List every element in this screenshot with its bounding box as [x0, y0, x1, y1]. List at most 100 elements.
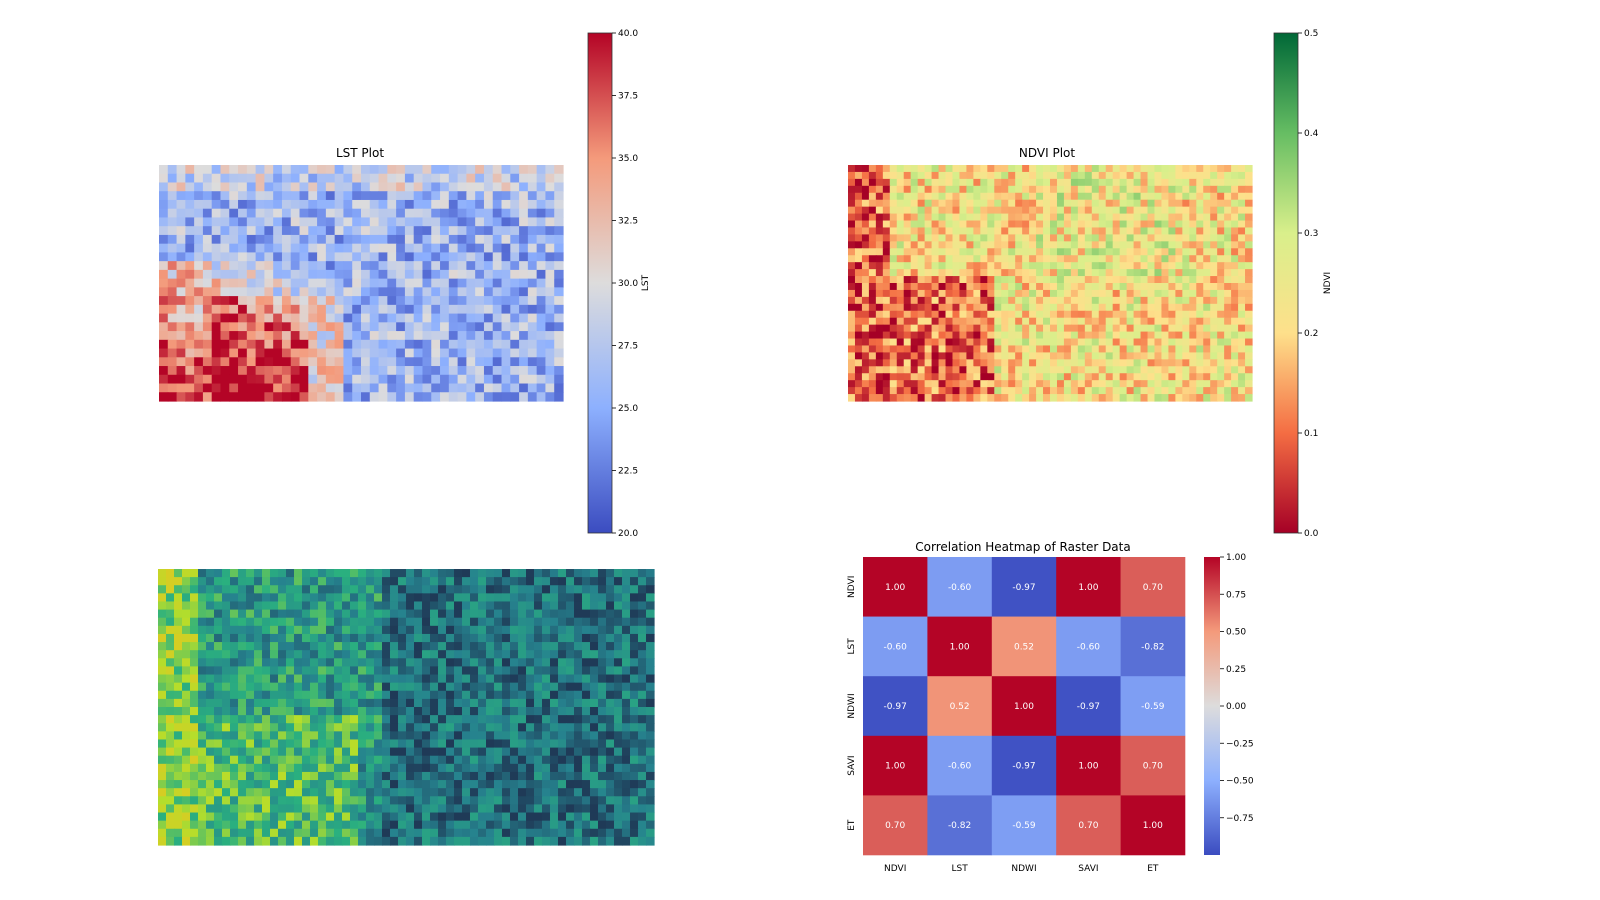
- colorbar-tick-label: 0.25: [1226, 665, 1246, 675]
- colorbar-tick-label: 0.75: [1226, 590, 1246, 600]
- heatmap-cell: [927, 557, 993, 617]
- heatmap-cell-value: -0.60: [1077, 642, 1101, 652]
- colorbar-tick-label: −0.75: [1226, 814, 1254, 824]
- ndvi-colorbar: [1273, 32, 1299, 534]
- heatmap-cell-value: 0.52: [1014, 642, 1034, 652]
- colorbar-tick-label: 0.4: [1304, 129, 1319, 139]
- y-tick-label: LST: [847, 638, 857, 655]
- heatmap-cell-value: -0.60: [948, 583, 972, 593]
- heatmap-cell-value: -0.97: [1012, 762, 1035, 772]
- lst-raster-image: [159, 165, 564, 402]
- heatmap-cell: [1120, 735, 1186, 796]
- heatmap-cell-value: -0.97: [884, 702, 907, 712]
- heatmap-cell-value: -0.82: [1141, 642, 1164, 652]
- heatmap-cell-value: -0.97: [1012, 583, 1035, 593]
- heatmap-cell-value: 0.70: [1078, 821, 1098, 831]
- heatmap-cell-value: 0.70: [1143, 762, 1163, 772]
- heatmap-cell-value: -0.59: [1012, 821, 1036, 831]
- colorbar-tick-label: 25.0: [618, 404, 638, 414]
- heatmap-cell: [927, 735, 993, 796]
- heatmap-cell: [991, 795, 1057, 856]
- x-tick-label: SAVI: [1078, 864, 1098, 874]
- colorbar-tick-label: 35.0: [618, 154, 638, 164]
- colorbar-tick-label: 1.00: [1226, 553, 1246, 563]
- heatmap-cell: [1056, 676, 1121, 737]
- colorbar-tick-label: 0.50: [1226, 628, 1246, 638]
- heatmap-cell-value: 1.00: [1014, 702, 1034, 712]
- y-tick-label: NDWI: [847, 693, 857, 718]
- et-panel: [158, 569, 655, 846]
- heatmap-cell: [863, 557, 928, 617]
- correlation-colorbar: [1204, 557, 1220, 855]
- colorbar-tick-label: 0.1: [1304, 429, 1318, 439]
- colorbar-tick-label: 0.00: [1226, 702, 1246, 712]
- heatmap-cell: [1056, 616, 1121, 677]
- correlation-x-labels: NDVI LST NDWI SAVI ET: [884, 864, 1159, 874]
- heatmap-cell-value: 0.70: [1143, 583, 1163, 593]
- colorbar-tick-label: 30.0: [618, 279, 638, 289]
- colorbar-tick-label: 22.5: [618, 467, 638, 477]
- colorbar-tick-label: 0.5: [1304, 29, 1318, 39]
- correlation-matrix: 1.00 -0.60 -0.97 1.00 0.70 -0.60 1.00 0.52 -0.60…: [863, 557, 1186, 856]
- heatmap-cell-value: 1.00: [950, 642, 970, 652]
- ndvi-colorbar-ticks: 0.0 0.1 0.2 0.3 0.4 0.5: [1298, 29, 1319, 539]
- heatmap-cell-value: 0.70: [885, 821, 905, 831]
- ndvi-raster-image: [848, 165, 1253, 402]
- colorbar-tick-label: 20.0: [618, 529, 638, 539]
- heatmap-cell: [863, 676, 928, 737]
- colorbar-tick-label: 0.3: [1304, 229, 1318, 239]
- heatmap-cell: [991, 676, 1057, 737]
- heatmap-cell: [1120, 795, 1186, 856]
- ndvi-panel: NDVI Plot 0.0 0.1 0.2 0.3 0.4 0.5 NDVI: [848, 29, 1333, 539]
- et-raster-image: [158, 569, 655, 846]
- heatmap-cell: [927, 616, 993, 677]
- lst-panel: LST Plot 20.0 22.5 25.0 27.5 30.0 32.5 35.0 37.…: [159, 29, 651, 539]
- heatmap-cell: [1056, 795, 1121, 856]
- heatmap-cell: [1120, 676, 1186, 737]
- heatmap-cell: [991, 616, 1057, 677]
- correlation-y-labels: NDVI LST NDWI SAVI ET: [847, 576, 857, 831]
- heatmap-cell-value: 1.00: [1078, 762, 1098, 772]
- heatmap-cell: [863, 795, 928, 856]
- heatmap-cell: [927, 676, 993, 737]
- colorbar-tick-label: 27.5: [618, 342, 638, 352]
- colorbar-tick-label: 37.5: [618, 92, 638, 102]
- heatmap-cell-value: -0.60: [884, 642, 908, 652]
- y-tick-label: SAVI: [847, 755, 857, 775]
- colorbar-tick-label: 0.0: [1304, 529, 1319, 539]
- heatmap-cell: [863, 616, 928, 677]
- lst-colorbar-label: LST: [641, 274, 651, 291]
- heatmap-cell: [1056, 557, 1121, 617]
- heatmap-cell-value: 1.00: [1078, 583, 1098, 593]
- heatmap-cell-value: -0.60: [948, 762, 972, 772]
- correlation-panel: Correlation Heatmap of Raster Data 1.00 -…: [847, 540, 1254, 874]
- correlation-colorbar-ticks: 1.00 0.75 0.50 0.25 0.00 −0.25 −0.50 −0.75: [1220, 553, 1254, 824]
- heatmap-cell: [863, 735, 928, 796]
- colorbar-tick-label: −0.50: [1226, 777, 1254, 787]
- x-tick-label: ET: [1147, 864, 1159, 874]
- heatmap-cell-value: 0.52: [950, 702, 970, 712]
- heatmap-cell-value: -0.59: [1141, 702, 1165, 712]
- heatmap-cell: [1120, 557, 1186, 617]
- heatmap-cell-value: -0.97: [1077, 702, 1100, 712]
- colorbar-tick-label: 40.0: [618, 29, 638, 39]
- lst-colorbar-ticks: 20.0 22.5 25.0 27.5 30.0 32.5 35.0 37.5 40.0: [612, 29, 638, 539]
- heatmap-cell-value: -0.82: [948, 821, 971, 831]
- lst-title: LST Plot: [336, 146, 384, 160]
- ndvi-title: NDVI Plot: [1019, 146, 1075, 160]
- heatmap-cell: [927, 795, 993, 856]
- colorbar-tick-label: −0.25: [1226, 739, 1254, 749]
- heatmap-cell-value: 1.00: [885, 583, 905, 593]
- heatmap-cell: [1056, 735, 1121, 796]
- x-tick-label: NDVI: [884, 864, 906, 874]
- heatmap-cell-value: 1.00: [1143, 821, 1163, 831]
- y-tick-label: ET: [847, 819, 857, 831]
- x-tick-label: NDWI: [1011, 864, 1036, 874]
- correlation-title: Correlation Heatmap of Raster Data: [915, 540, 1130, 554]
- lst-colorbar: [587, 32, 613, 534]
- colorbar-tick-label: 32.5: [618, 217, 638, 227]
- y-tick-label: NDVI: [847, 576, 857, 598]
- heatmap-cell: [991, 735, 1057, 796]
- heatmap-cell-value: 1.00: [885, 762, 905, 772]
